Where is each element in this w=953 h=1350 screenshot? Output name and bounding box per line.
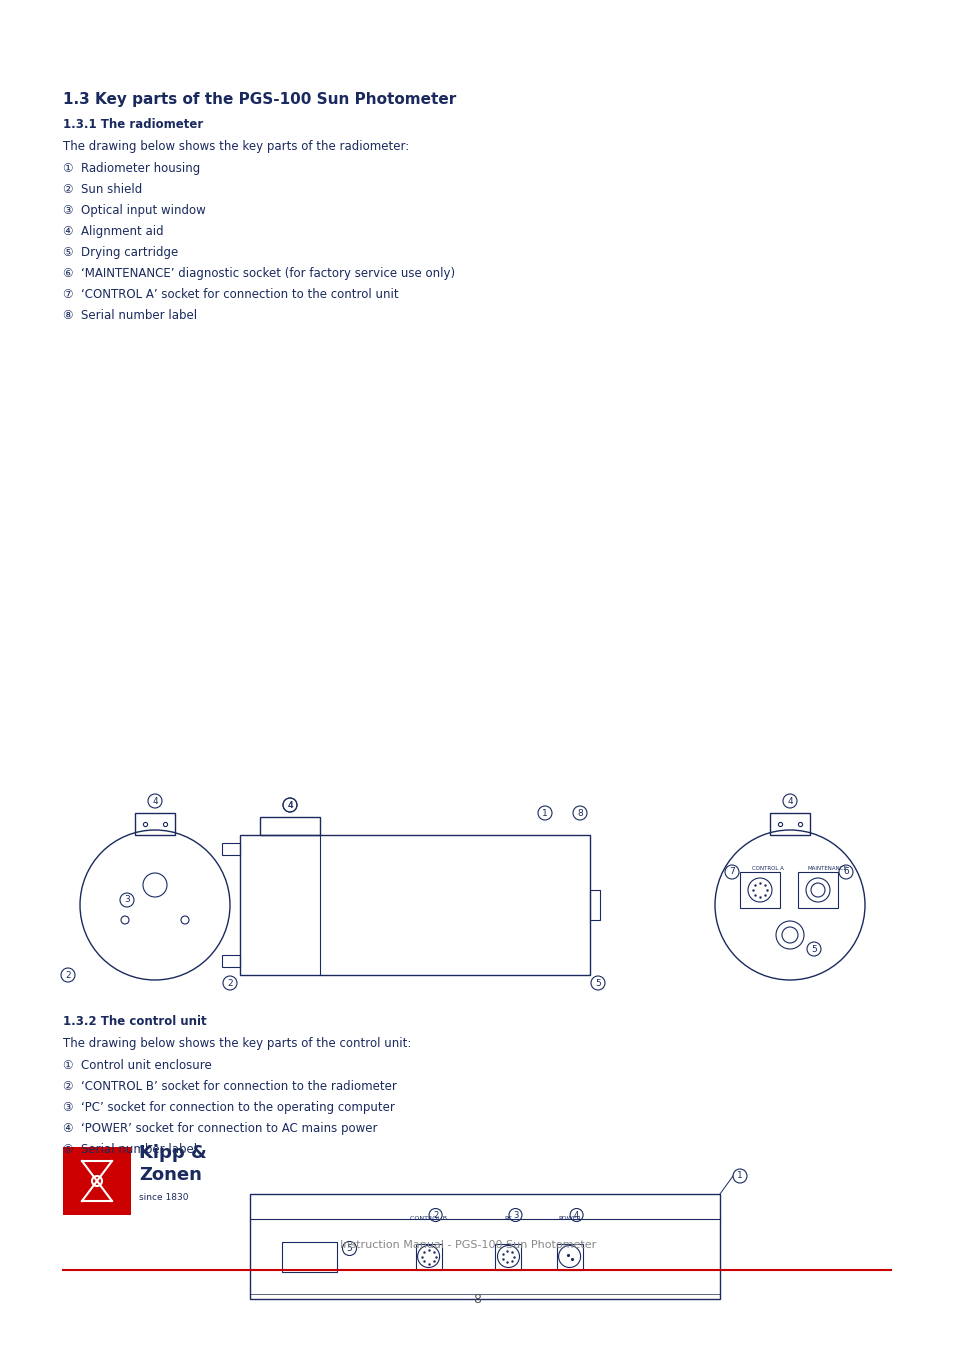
Text: 5: 5 <box>346 1243 352 1253</box>
Text: ⑦  ‘CONTROL A’ socket for connection to the control unit: ⑦ ‘CONTROL A’ socket for connection to t… <box>63 288 398 301</box>
Text: 4: 4 <box>786 796 792 806</box>
Text: 3: 3 <box>124 895 130 905</box>
Text: CONTROL A: CONTROL A <box>751 865 783 871</box>
Text: 4: 4 <box>287 801 293 810</box>
Text: 7: 7 <box>728 868 734 876</box>
Text: The drawing below shows the key parts of the radiometer:: The drawing below shows the key parts of… <box>63 140 409 153</box>
Text: 1.3 Key parts of the PGS-100 Sun Photometer: 1.3 Key parts of the PGS-100 Sun Photome… <box>63 92 456 107</box>
Text: ①  Radiometer housing: ① Radiometer housing <box>63 162 200 176</box>
Bar <box>589 890 599 919</box>
Text: ③  ‘PC’ socket for connection to the operating computer: ③ ‘PC’ socket for connection to the oper… <box>63 1102 395 1114</box>
Bar <box>63 1148 131 1215</box>
Bar <box>240 836 589 975</box>
Text: 1.3.1 The radiometer: 1.3.1 The radiometer <box>63 117 203 131</box>
Text: ⑤  Serial number label: ⑤ Serial number label <box>63 1143 197 1156</box>
Text: 4: 4 <box>287 801 293 810</box>
Text: 8: 8 <box>473 1293 480 1305</box>
Text: 5: 5 <box>595 979 600 987</box>
Bar <box>250 1193 720 1299</box>
Text: ⑧  Serial number label: ⑧ Serial number label <box>63 309 197 323</box>
Bar <box>222 954 240 967</box>
Text: ③  Optical input window: ③ Optical input window <box>63 204 206 217</box>
Text: 5: 5 <box>810 945 816 953</box>
Text: ④  Alignment aid: ④ Alignment aid <box>63 225 164 238</box>
Text: POWER: POWER <box>558 1216 580 1220</box>
Bar <box>556 1243 582 1269</box>
Text: 1.3.2 The control unit: 1.3.2 The control unit <box>63 1015 207 1027</box>
Text: 3: 3 <box>513 1211 517 1219</box>
Text: 1: 1 <box>737 1172 742 1180</box>
Bar <box>222 842 240 855</box>
Text: ⑤  Drying cartridge: ⑤ Drying cartridge <box>63 246 178 259</box>
Text: The drawing below shows the key parts of the control unit:: The drawing below shows the key parts of… <box>63 1037 411 1050</box>
Text: PC: PC <box>504 1216 512 1220</box>
Bar <box>769 813 809 836</box>
Bar <box>495 1243 521 1269</box>
Text: Kipp &: Kipp & <box>139 1143 207 1162</box>
Text: 6: 6 <box>842 868 848 876</box>
Text: Instruction Manual - PGS-100 Sun Photometer: Instruction Manual - PGS-100 Sun Photome… <box>339 1241 596 1250</box>
Bar <box>797 872 837 909</box>
Text: ①  Control unit enclosure: ① Control unit enclosure <box>63 1058 212 1072</box>
Text: MAINTENANCE: MAINTENANCE <box>807 865 847 871</box>
Bar <box>740 872 780 909</box>
Text: ⑥  ‘MAINTENANCE’ diagnostic socket (for factory service use only): ⑥ ‘MAINTENANCE’ diagnostic socket (for f… <box>63 267 455 279</box>
Text: 2: 2 <box>227 979 233 987</box>
Bar <box>282 1242 337 1272</box>
Text: CONTROL B: CONTROL B <box>410 1216 447 1220</box>
Text: 4: 4 <box>152 796 157 806</box>
Text: 4: 4 <box>574 1211 578 1219</box>
Text: 8: 8 <box>577 809 582 818</box>
Text: Zonen: Zonen <box>139 1166 202 1184</box>
Text: ④  ‘POWER’ socket for connection to AC mains power: ④ ‘POWER’ socket for connection to AC ma… <box>63 1122 377 1135</box>
Text: ②  ‘CONTROL B’ socket for connection to the radiometer: ② ‘CONTROL B’ socket for connection to t… <box>63 1080 396 1094</box>
Text: ②  Sun shield: ② Sun shield <box>63 184 142 196</box>
Text: since 1830: since 1830 <box>139 1193 189 1202</box>
Text: 2: 2 <box>65 971 71 980</box>
Bar <box>135 813 174 836</box>
Circle shape <box>91 1176 102 1187</box>
Bar <box>416 1243 441 1269</box>
Text: 1: 1 <box>541 809 547 818</box>
Text: 2: 2 <box>433 1211 437 1219</box>
Bar <box>260 817 319 836</box>
